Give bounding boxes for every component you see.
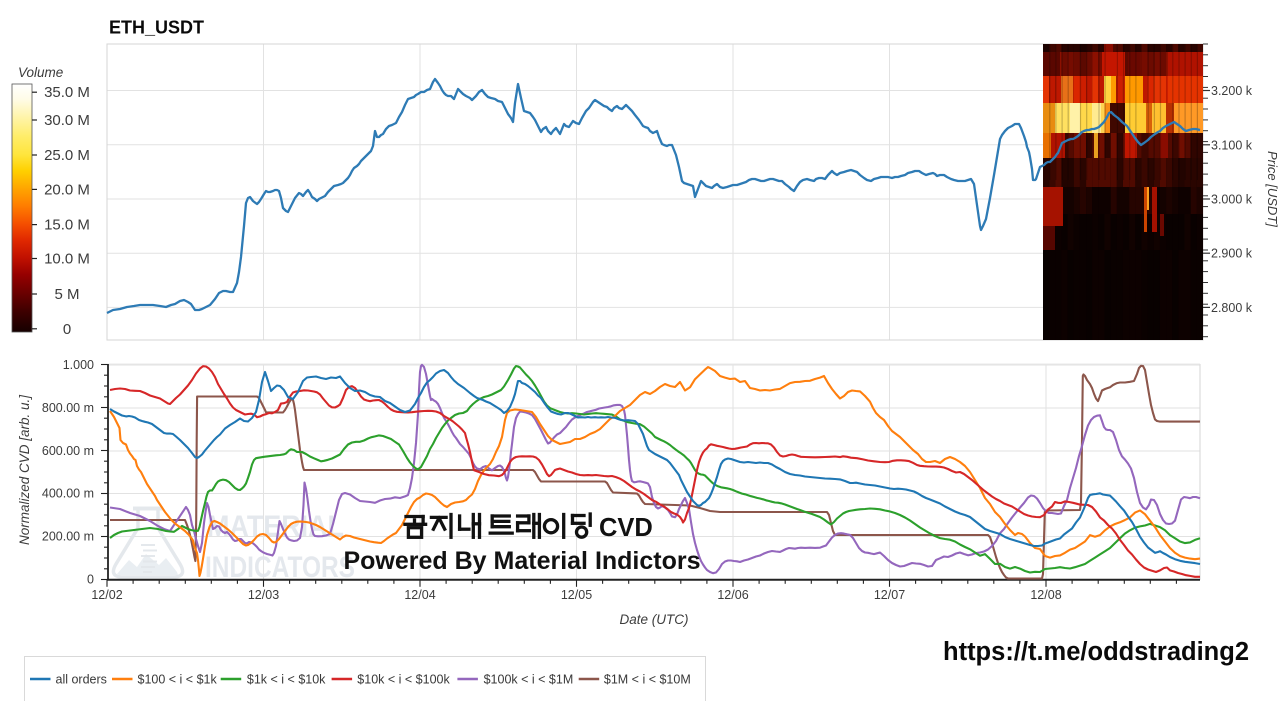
svg-text:5 M: 5 M bbox=[54, 286, 79, 303]
svg-text:2.900 k: 2.900 k bbox=[1211, 247, 1253, 261]
svg-text:CVD: CVD bbox=[599, 514, 653, 542]
svg-text:400.00 m: 400.00 m bbox=[42, 487, 94, 501]
svg-text:Powered By Material Indictors: Powered By Material Indictors bbox=[343, 547, 700, 575]
svg-text:Normalized CVD [arb. u.]: Normalized CVD [arb. u.] bbox=[17, 394, 32, 545]
svg-text:800.00 m: 800.00 m bbox=[42, 401, 94, 415]
svg-text:https://t.me/oddstrading2: https://t.me/oddstrading2 bbox=[943, 638, 1249, 666]
svg-text:ETH_USDT: ETH_USDT bbox=[109, 18, 204, 38]
svg-text:30.0 M: 30.0 M bbox=[44, 112, 90, 129]
svg-text:$1k < i < $10k: $1k < i < $10k bbox=[247, 673, 326, 687]
svg-text:$100k < i < $1M: $100k < i < $1M bbox=[484, 673, 574, 687]
svg-text:MATERIAL: MATERIAL bbox=[207, 510, 344, 543]
svg-text:INDICATORS: INDICATORS bbox=[205, 551, 355, 584]
svg-text:200.00 m: 200.00 m bbox=[42, 530, 94, 544]
svg-text:15.0 M: 15.0 M bbox=[44, 217, 90, 234]
svg-text:0: 0 bbox=[87, 573, 94, 587]
svg-text:$10k < i < $100k: $10k < i < $100k bbox=[357, 673, 450, 687]
svg-text:all orders: all orders bbox=[56, 673, 107, 687]
svg-text:0: 0 bbox=[63, 321, 71, 338]
svg-text:12/06: 12/06 bbox=[717, 588, 748, 602]
svg-text:Volume: Volume bbox=[18, 65, 63, 80]
svg-text:35.0 M: 35.0 M bbox=[44, 84, 90, 101]
svg-text:20.0 M: 20.0 M bbox=[44, 181, 90, 198]
svg-text:3.200 k: 3.200 k bbox=[1211, 84, 1253, 98]
svg-text:25.0 M: 25.0 M bbox=[44, 147, 90, 164]
svg-text:$100 < i < $1k: $100 < i < $1k bbox=[138, 673, 218, 687]
svg-text:12/03: 12/03 bbox=[248, 588, 279, 602]
svg-text:1.000: 1.000 bbox=[63, 358, 94, 372]
svg-text:Price [USDT]: Price [USDT] bbox=[1265, 151, 1280, 227]
svg-text:600.00 m: 600.00 m bbox=[42, 444, 94, 458]
svg-text:12/08: 12/08 bbox=[1030, 588, 1061, 602]
svg-text:3.100 k: 3.100 k bbox=[1211, 138, 1253, 152]
svg-text:10.0 M: 10.0 M bbox=[44, 251, 90, 268]
svg-text:12/02: 12/02 bbox=[91, 588, 122, 602]
svg-text:12/05: 12/05 bbox=[561, 588, 592, 602]
svg-text:3.000 k: 3.000 k bbox=[1211, 193, 1253, 207]
svg-text:12/07: 12/07 bbox=[874, 588, 905, 602]
svg-text:Date (UTC): Date (UTC) bbox=[619, 612, 688, 627]
svg-text:12/04: 12/04 bbox=[404, 588, 435, 602]
svg-text:2.800 k: 2.800 k bbox=[1211, 301, 1253, 315]
svg-text:$1M < i < $10M: $1M < i < $10M bbox=[604, 673, 691, 687]
